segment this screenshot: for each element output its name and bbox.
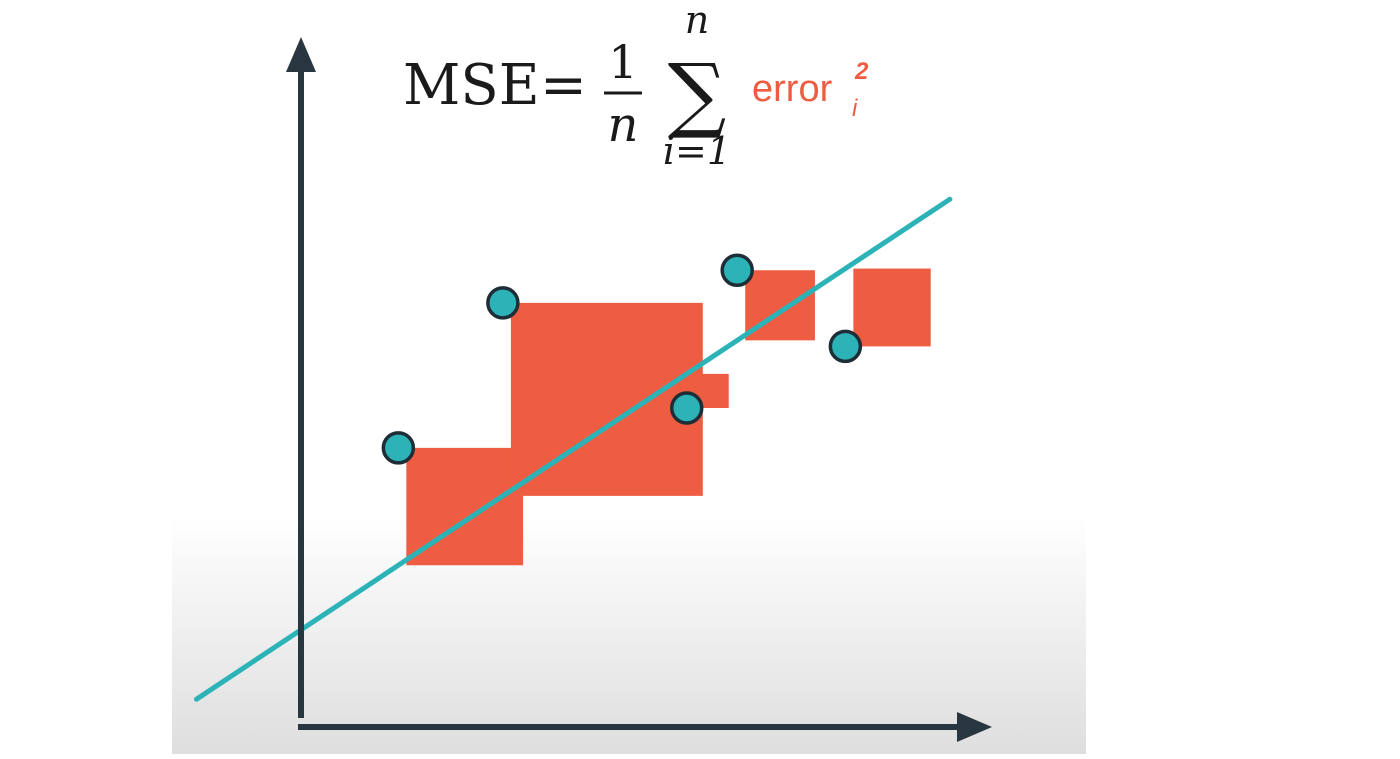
x-axis-arrowhead — [957, 712, 992, 742]
data-point-4 — [720, 253, 754, 287]
background-floor-panel — [172, 515, 1086, 754]
formula-term-subscript: i — [852, 95, 858, 122]
error-square-2 — [510, 302, 703, 496]
data-point-1 — [381, 431, 416, 465]
data-point-5 — [828, 329, 863, 364]
formula-term-superscript: 2 — [854, 58, 869, 85]
data-points — [381, 253, 863, 465]
formula-lower-limit: i=1 — [663, 129, 731, 173]
formula-upper-limit: n — [685, 0, 709, 42]
sigma-icon: ∑ — [668, 47, 727, 142]
formula-numerator: 1 — [608, 35, 637, 89]
formula-lhs: MSE — [403, 53, 540, 118]
regression-line — [193, 196, 953, 702]
mse-formula: MSE = 1 n n ∑ i=1 error i 2 — [403, 0, 869, 173]
formula-denominator: n — [608, 97, 639, 153]
y-axis-arrowhead — [286, 37, 316, 72]
error-squares — [406, 268, 931, 566]
data-point-3 — [669, 391, 704, 425]
axes — [286, 37, 992, 742]
data-point-2 — [486, 286, 520, 320]
formula-equals: = — [540, 53, 587, 118]
formula-term: error — [752, 68, 833, 110]
error-square-5 — [853, 268, 931, 347]
